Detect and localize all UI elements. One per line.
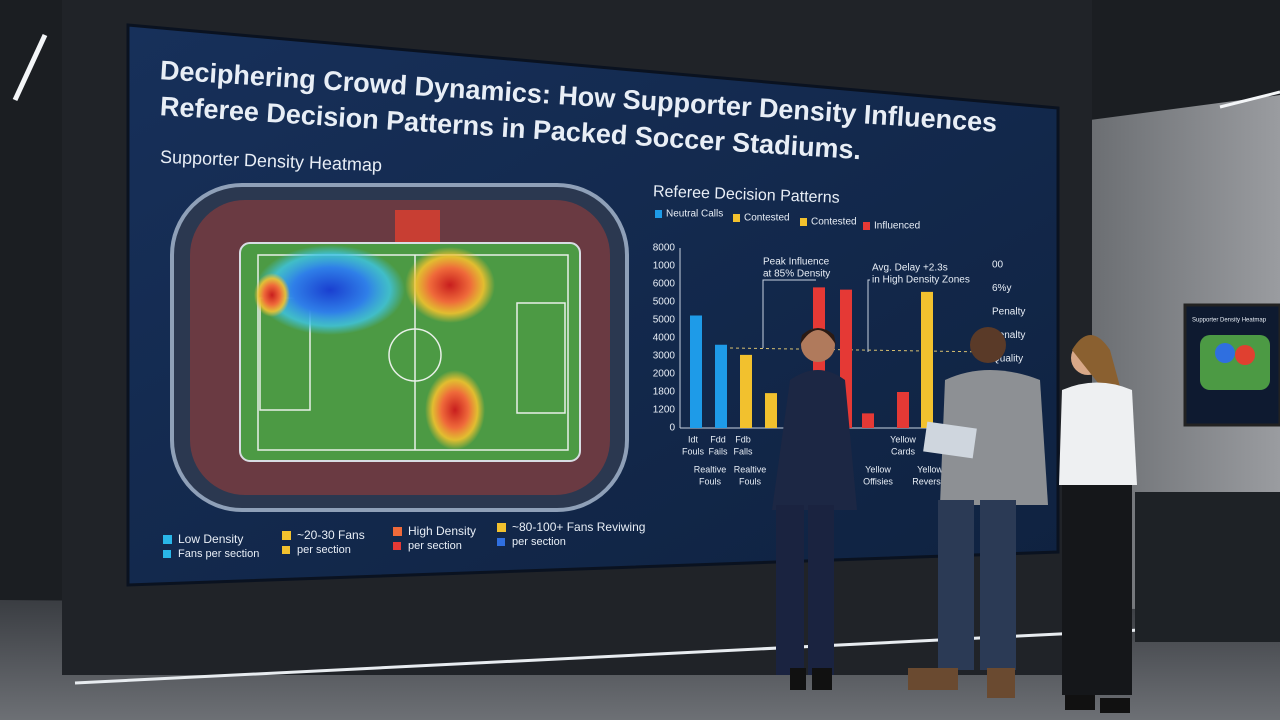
legend-label: Influenced — [874, 221, 920, 232]
ceiling-light — [12, 33, 48, 102]
y-tick-label: 1200 — [653, 405, 676, 416]
x-tick-label: Yellow — [917, 464, 943, 474]
callout-line — [762, 279, 816, 348]
heat-blob — [405, 247, 495, 323]
bar — [897, 392, 909, 428]
x-tick-label: Fdb — [735, 434, 751, 444]
x-tick-label: Realtive — [694, 464, 727, 474]
side-tv-heat — [1215, 343, 1235, 363]
chart-title: Referee Decision Patterns — [653, 183, 840, 207]
right-label: Penalty — [992, 307, 1025, 318]
counter — [1135, 492, 1280, 642]
legend-sublabel: per section — [408, 540, 462, 552]
y-tick-label: 2000 — [653, 369, 676, 380]
x-tick-label: Fouls — [739, 476, 762, 486]
x-tick-label: Falls — [733, 446, 753, 456]
annotation: Peak Influence — [763, 257, 830, 268]
legend-sublabel: per section — [512, 536, 566, 548]
hot-stand — [395, 210, 440, 242]
y-tick-label: 5000 — [653, 297, 676, 308]
y-tick-label: 1000 — [653, 261, 676, 272]
legend-swatch — [393, 542, 401, 550]
legend-label: Contested — [744, 213, 790, 224]
y-tick-label: 6000 — [653, 279, 676, 290]
ceiling-light — [1219, 90, 1280, 109]
legend-label: ~20-30 Fans — [297, 528, 365, 542]
x-tick-label: Fouls — [682, 446, 705, 456]
x-tick-label: Fails — [708, 446, 728, 456]
legend-swatch — [497, 538, 505, 546]
person-right — [1059, 335, 1137, 713]
y-tick-label: 8000 — [653, 243, 676, 254]
x-tick-label: Yellow — [890, 434, 916, 444]
side-tv-title: Supporter Density Heatmap — [1192, 318, 1267, 324]
y-tick-label: 3000 — [653, 351, 676, 362]
legend-swatch — [163, 535, 172, 544]
legend-swatch — [733, 214, 740, 222]
x-tick-label: Reversel — [912, 476, 948, 486]
bar — [862, 413, 874, 428]
right-label: Quality — [992, 354, 1023, 365]
annotation: at 85% Density — [763, 269, 830, 280]
bar — [740, 354, 752, 428]
y-tick-label: 1800 — [653, 387, 676, 398]
x-tick-label: Yellow — [865, 464, 891, 474]
annotation: Avg. Delay +2.3s — [872, 263, 948, 274]
x-tick-label: Fdd — [710, 434, 726, 444]
threshold-line — [729, 347, 991, 353]
person-left — [772, 328, 857, 690]
legend-label: ~80-100+ Fans Reviwing — [512, 520, 645, 534]
legend-sublabel: Fans per section — [178, 548, 259, 560]
legend-swatch — [282, 531, 291, 540]
side-tv-pitch — [1200, 335, 1270, 390]
legend-label: Contested — [811, 217, 857, 228]
x-tick-label: Idt — [688, 434, 699, 444]
right-label: Penalty — [992, 330, 1025, 341]
right-label: 6%y — [992, 283, 1011, 294]
bar — [715, 344, 727, 428]
legend-swatch — [655, 210, 662, 218]
bar — [765, 393, 777, 428]
heat-blob — [255, 245, 405, 335]
legend-label: Neutral Calls — [666, 209, 723, 220]
x-tick-label: Cards — [891, 446, 916, 456]
legend-swatch — [393, 527, 402, 536]
legend-sublabel: per section — [297, 544, 351, 556]
x-tick-label: Fouls — [699, 476, 722, 486]
legend-label: High Density — [408, 524, 476, 538]
x-tick-label: Offisies — [863, 476, 893, 486]
bar — [690, 315, 702, 428]
y-tick-label: 4000 — [653, 333, 676, 344]
heat-blob — [254, 273, 290, 317]
legend-swatch — [497, 523, 506, 532]
side-tv-heat — [1235, 345, 1255, 365]
legend-label: Low Density — [178, 532, 243, 546]
heat-blob — [425, 370, 485, 450]
x-tick-label: Realtive — [734, 464, 767, 474]
y-tick-label: 0 — [669, 423, 675, 434]
legend-swatch — [863, 222, 870, 230]
callout-line — [867, 279, 870, 352]
right-label: 00 — [992, 260, 1004, 271]
y-tick-label: 5000 — [653, 315, 676, 326]
legend-swatch — [800, 218, 807, 226]
annotation: in High Density Zones — [872, 275, 970, 286]
person-middle — [908, 327, 1048, 698]
legend-swatch — [163, 550, 171, 558]
bar — [921, 291, 933, 428]
legend-swatch — [282, 546, 290, 554]
